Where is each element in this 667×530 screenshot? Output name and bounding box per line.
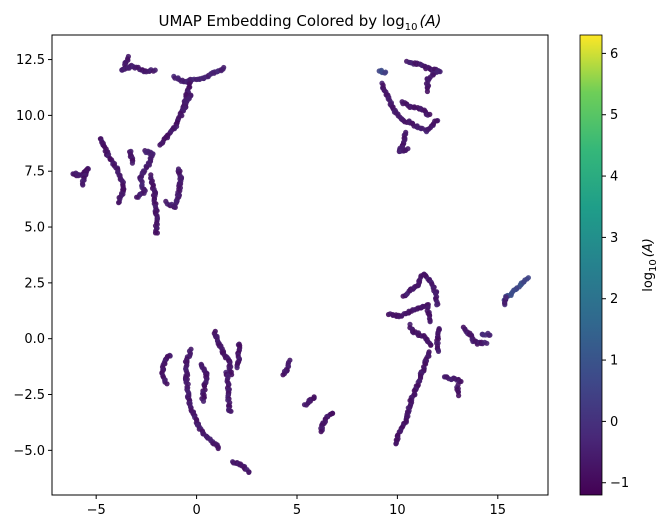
data-point <box>428 342 434 348</box>
x-axis: −5 0 5 10 15 <box>87 495 506 518</box>
y-tick-label: 10.0 <box>16 109 45 124</box>
data-point <box>405 146 411 152</box>
scatter-points <box>70 53 532 475</box>
data-point <box>424 88 430 95</box>
data-point <box>134 194 140 200</box>
x-tick-label: 0 <box>192 503 200 518</box>
colorbar-tick-label: 4 <box>610 170 618 185</box>
data-point <box>427 319 433 325</box>
data-point <box>434 302 440 308</box>
x-tick-label: 15 <box>490 503 507 518</box>
data-point <box>182 105 188 111</box>
data-point <box>280 372 286 378</box>
colorbar-ticks: −1 0 1 2 3 4 5 6 <box>602 47 629 491</box>
colorbar-tick-label: 0 <box>610 415 618 430</box>
data-point <box>116 200 122 206</box>
y-tick-label: 0.0 <box>24 332 45 347</box>
data-point <box>393 441 399 447</box>
data-point <box>154 230 160 236</box>
data-point <box>383 69 389 75</box>
y-tick-label: −2.5 <box>13 388 45 403</box>
data-point <box>152 67 158 73</box>
y-tick-label: 5.0 <box>24 221 45 236</box>
x-tick-label: 10 <box>389 503 406 518</box>
data-point <box>434 118 440 124</box>
colorbar <box>579 34 603 496</box>
colorbar-tick-label: 3 <box>610 231 618 246</box>
data-point <box>435 348 442 354</box>
data-point <box>221 64 227 71</box>
data-point <box>234 365 240 371</box>
colorbar-tick-label: −1 <box>610 476 629 491</box>
data-point <box>484 340 490 346</box>
x-tick-label: −5 <box>87 503 106 518</box>
colorbar-tick-label: 1 <box>610 354 618 369</box>
data-point <box>228 408 234 414</box>
data-point <box>525 275 532 281</box>
data-point <box>164 381 170 387</box>
y-tick-label: −5.0 <box>13 444 45 459</box>
colorbar-tick-label: 6 <box>610 47 618 62</box>
colorbar-tick-label: 5 <box>610 108 618 123</box>
y-tick-label: 2.5 <box>24 276 45 291</box>
data-point <box>427 111 433 117</box>
data-point <box>246 469 252 475</box>
x-tick-label: 5 <box>293 503 301 518</box>
data-point <box>80 182 86 188</box>
data-point <box>456 393 462 399</box>
plot-area <box>51 34 549 496</box>
colorbar-tick-label: 2 <box>610 292 618 307</box>
y-axis: −5.0 −2.5 0.0 2.5 5.0 7.5 10.0 12.5 <box>13 53 52 459</box>
data-point <box>129 160 135 166</box>
y-tick-label: 7.5 <box>24 165 45 180</box>
data-point <box>175 166 182 172</box>
chart-title: UMAP Embedding Colored by log10 (A) <box>159 12 442 33</box>
data-point <box>301 402 308 408</box>
data-point <box>318 429 324 435</box>
y-tick-label: 12.5 <box>16 53 45 68</box>
data-point <box>503 294 509 300</box>
data-point <box>157 142 163 148</box>
data-point <box>200 398 207 404</box>
colorbar-label: log10(A) <box>641 238 659 292</box>
data-point <box>215 445 221 452</box>
data-point <box>487 332 493 338</box>
